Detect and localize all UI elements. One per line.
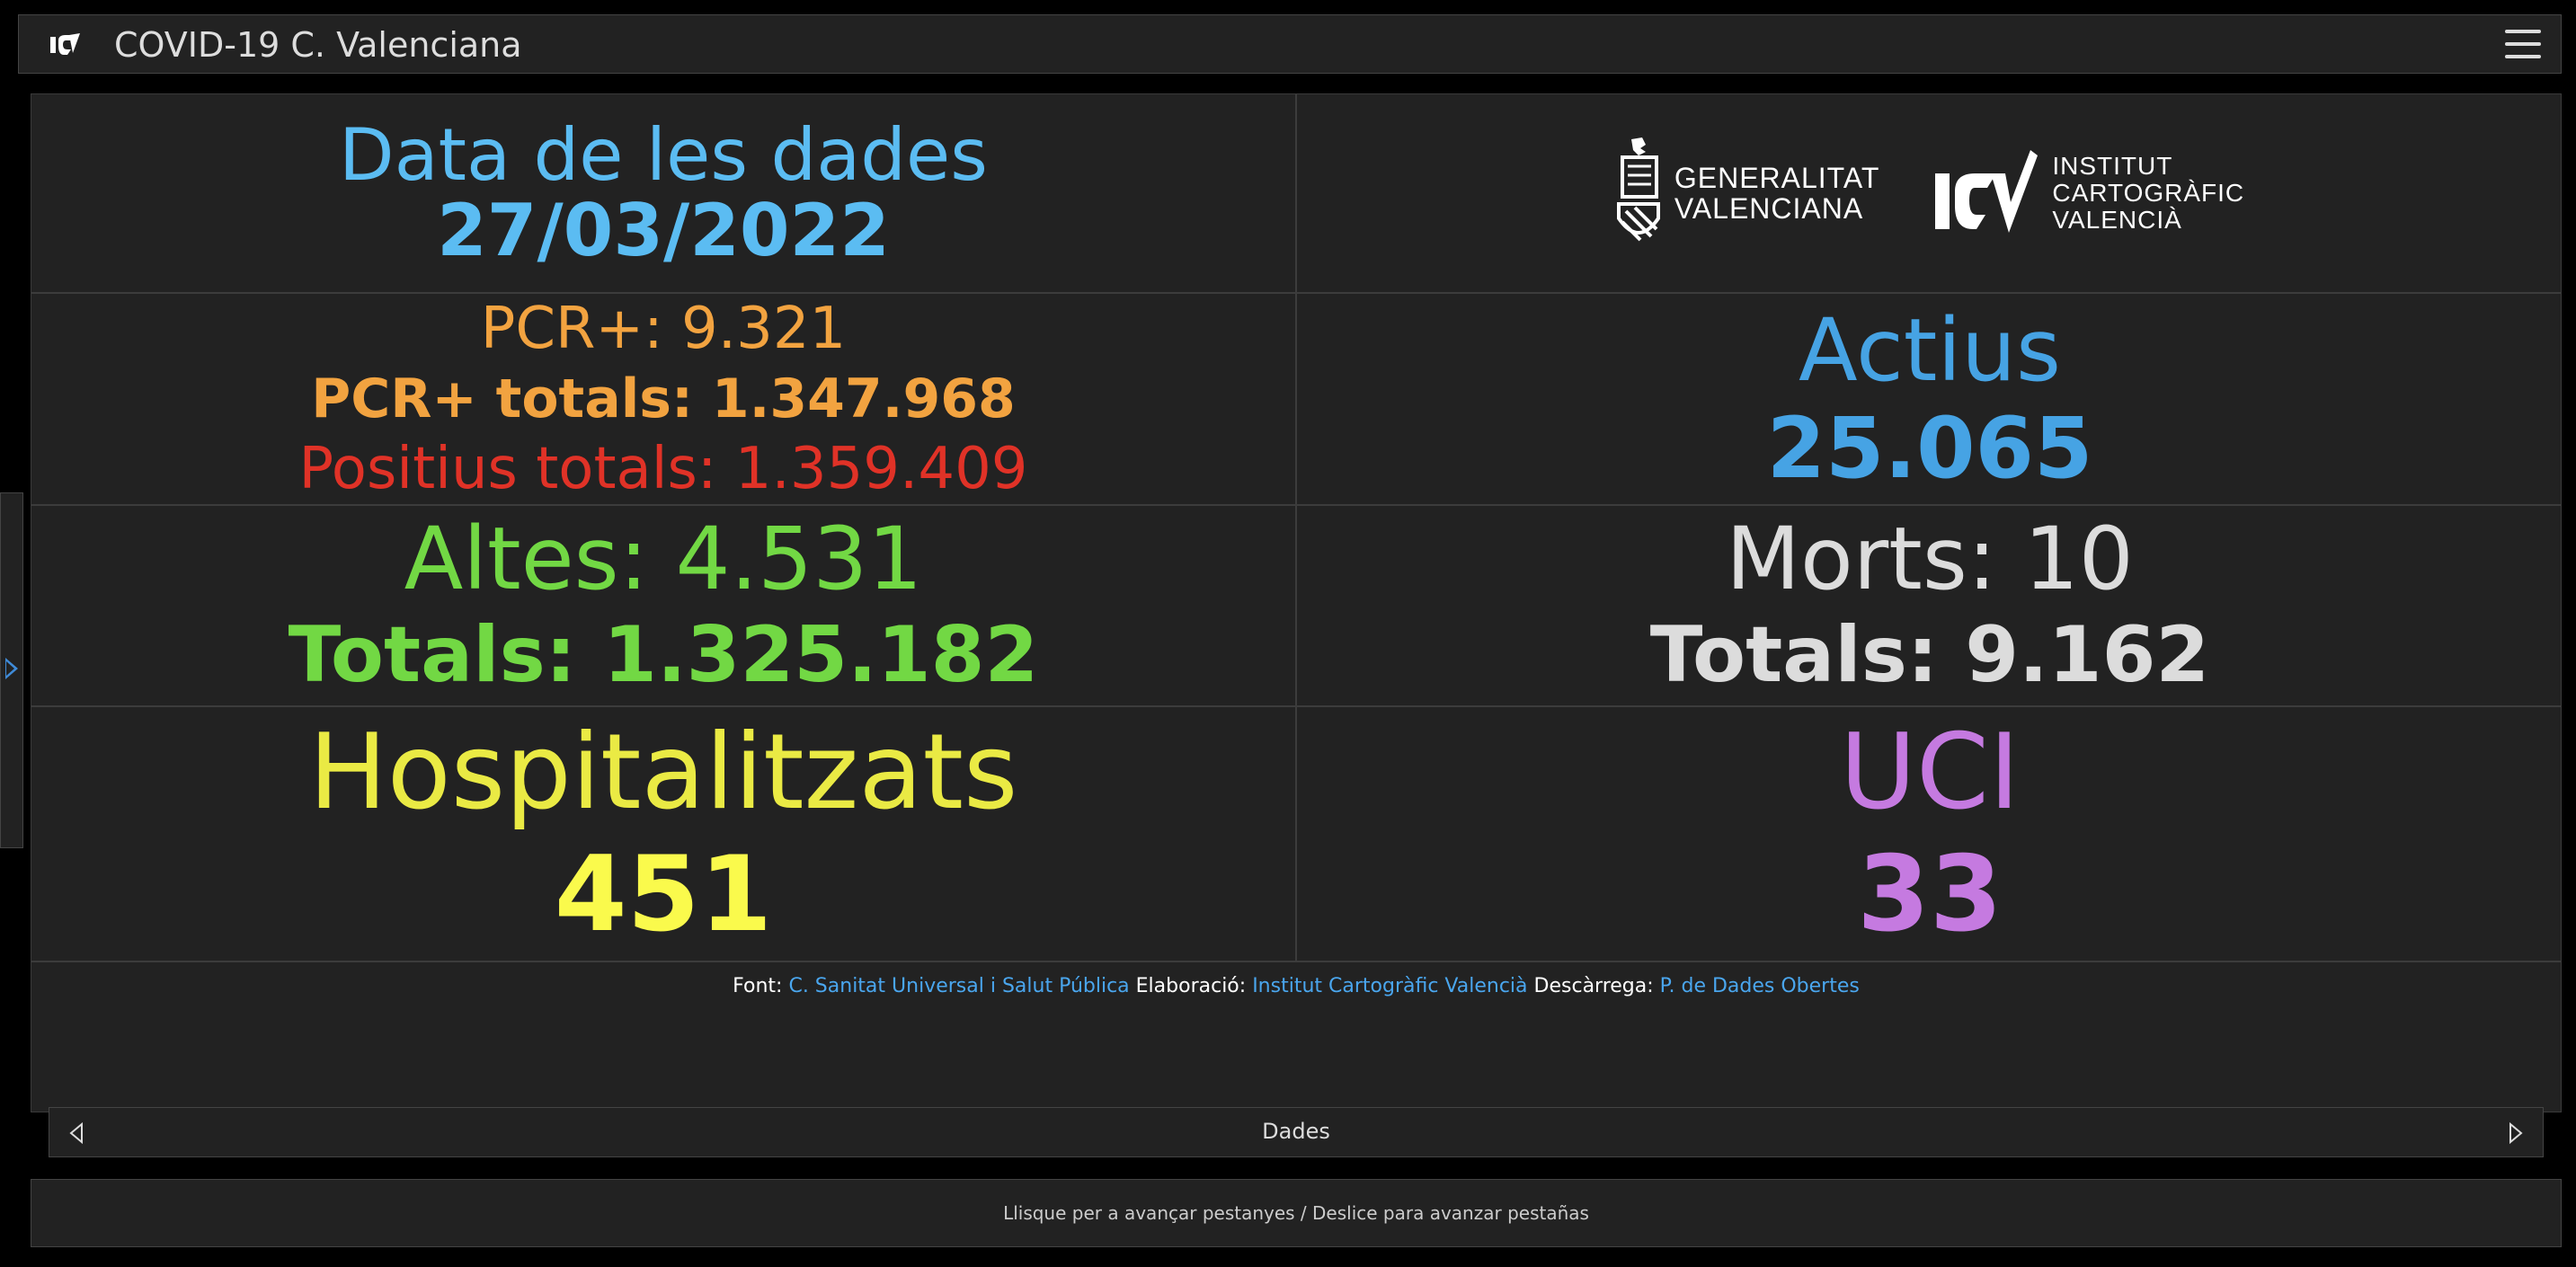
pcr-cell: PCR+: 9.321 PCR+ totals: 1.347.968 Posit… bbox=[31, 294, 1295, 504]
hospitalitzats-label: Hospitalitzats bbox=[308, 712, 1018, 833]
tab-label[interactable]: Dades bbox=[1262, 1119, 1330, 1144]
icv-logo-icon bbox=[1935, 150, 2039, 233]
dashboard-panel: Data de les dades 27/03/2022 GENERALITAT bbox=[31, 93, 2562, 1112]
app-title: COVID-19 C. Valenciana bbox=[114, 25, 522, 65]
pcr-daily: PCR+: 9.321 bbox=[480, 296, 847, 362]
chevron-left-icon[interactable] bbox=[64, 1121, 91, 1146]
altes-cell: Altes: 4.531 Totals: 1.325.182 bbox=[31, 506, 1295, 705]
generalitat-logo-text: GENERALITAT VALENCIANA bbox=[1674, 162, 1880, 225]
date-cell: Data de les dades 27/03/2022 bbox=[31, 94, 1295, 292]
side-panel-toggle[interactable] bbox=[0, 492, 23, 848]
altes-daily: Altes: 4.531 bbox=[404, 509, 923, 609]
morts-daily: Morts: 10 bbox=[1726, 509, 2134, 609]
source-credits: Font: C. Sanitat Universal i Salut Públi… bbox=[31, 975, 2561, 997]
uci-label: UCI bbox=[1839, 712, 2021, 833]
hamburger-menu-icon[interactable] bbox=[2505, 30, 2541, 60]
tab-navigation: Dades bbox=[49, 1107, 2544, 1157]
hospitalitzats-value: 451 bbox=[554, 834, 773, 955]
swipe-hint-text: Llisque per a avançar pestanyes / Deslic… bbox=[1003, 1202, 1589, 1224]
actius-cell: Actius 25.065 bbox=[1297, 294, 2563, 504]
app-header: COVID-19 C. Valenciana bbox=[18, 14, 2562, 74]
institut-cartografic-logo: INSTITUT CARTOGRÀFIC VALENCIÀ bbox=[1933, 146, 2244, 240]
coat-of-arms-icon bbox=[1616, 137, 1660, 242]
icv-logo-icon bbox=[50, 33, 80, 55]
date-label: Data de les dades bbox=[339, 113, 988, 197]
institut-logo-text: INSTITUT CARTOGRÀFIC VALENCIÀ bbox=[2052, 152, 2245, 234]
elaboracio-link[interactable]: Institut Cartogràfic Valencià bbox=[1252, 975, 1528, 997]
font-label: Font: bbox=[733, 975, 783, 997]
swipe-hint: Llisque per a avançar pestanyes / Deslic… bbox=[31, 1179, 2562, 1247]
descarrega-label: Descàrrega: bbox=[1533, 975, 1654, 997]
hospitalitzats-cell: Hospitalitzats 451 bbox=[31, 707, 1295, 961]
divider bbox=[1295, 94, 1297, 962]
chevron-right-icon bbox=[5, 658, 18, 679]
actius-label: Actius bbox=[1799, 300, 2061, 401]
generalitat-valenciana-logo: GENERALITAT VALENCIANA bbox=[1615, 136, 1880, 251]
uci-cell: UCI 33 bbox=[1297, 707, 2563, 961]
morts-total: Totals: 9.162 bbox=[1649, 610, 2210, 700]
actius-value: 25.065 bbox=[1766, 400, 2093, 498]
logos-cell: GENERALITAT VALENCIANA INSTITUT CARTOGRÀ… bbox=[1297, 94, 2563, 292]
date-value: 27/03/2022 bbox=[437, 189, 890, 272]
descarrega-link[interactable]: P. de Dades Obertes bbox=[1659, 975, 1860, 997]
positius-total: Positius totals: 1.359.409 bbox=[298, 436, 1028, 502]
morts-cell: Morts: 10 Totals: 9.162 bbox=[1297, 506, 2563, 705]
font-link[interactable]: C. Sanitat Universal i Salut Pública bbox=[788, 975, 1130, 997]
indicator-grid: Data de les dades 27/03/2022 GENERALITAT bbox=[31, 94, 2561, 962]
chevron-right-icon[interactable] bbox=[2501, 1121, 2528, 1146]
uci-value: 33 bbox=[1857, 834, 2003, 955]
pcr-total: PCR+ totals: 1.347.968 bbox=[311, 368, 1016, 430]
altes-total: Totals: 1.325.182 bbox=[288, 610, 1039, 700]
elaboracio-label: Elaboració: bbox=[1135, 975, 1247, 997]
